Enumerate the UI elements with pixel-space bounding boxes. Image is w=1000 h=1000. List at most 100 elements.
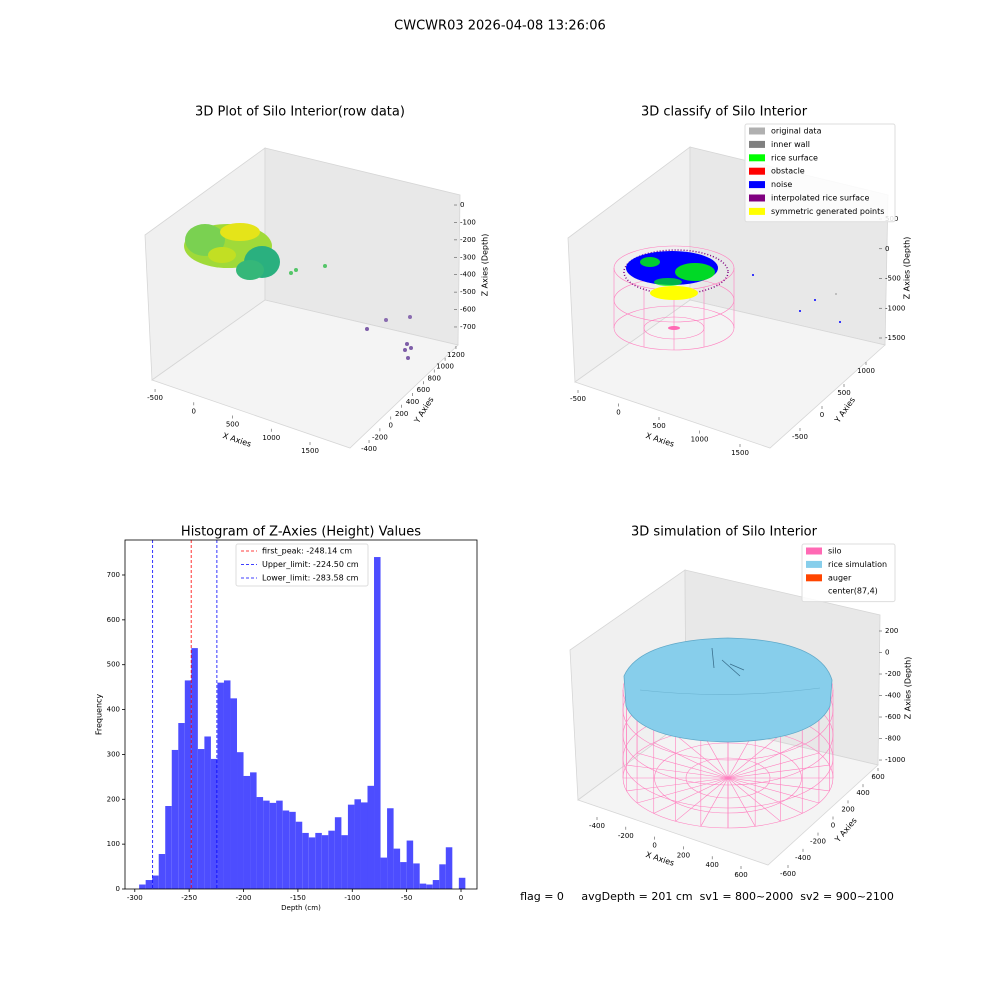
bar — [217, 682, 224, 889]
axis-label: Z Axies (Depth) — [481, 234, 490, 297]
legend-label: symmetric generated points — [771, 207, 884, 216]
bar — [237, 752, 244, 889]
z-tick-label: 0 — [885, 245, 889, 253]
silo-spoke — [653, 742, 729, 779]
z-tick-label: -700 — [460, 323, 476, 331]
bar — [432, 880, 440, 889]
chart-title: 3D Plot of Silo Interior(row data) — [195, 105, 405, 120]
z-tick-label: -400 — [885, 692, 901, 700]
y-tick-label: 600 — [417, 386, 430, 394]
bar — [328, 830, 335, 889]
silo-spoke — [675, 734, 729, 779]
legend-swatch — [806, 587, 822, 595]
y-tick-label: 400 — [406, 398, 419, 406]
x-axis-label: Depth (cm) — [281, 904, 321, 912]
legend-swatch — [806, 574, 822, 582]
x-tick-label: 1000 — [262, 434, 280, 442]
bar — [406, 840, 414, 889]
axis-label: Z Axies (Depth) — [903, 237, 912, 300]
panel-2-cloud — [623, 249, 841, 323]
legend-label: auger — [828, 573, 852, 582]
bar — [139, 884, 146, 889]
x-tick-label: 1000 — [691, 436, 709, 444]
y-tick-label: 700 — [107, 571, 120, 579]
legend-swatch — [749, 140, 765, 148]
bar — [393, 848, 401, 889]
silo-spoke — [727, 752, 820, 779]
x-tick-label: -150 — [290, 894, 306, 902]
y-tick-label: 500 — [107, 661, 120, 669]
panel-4-rice — [623, 637, 833, 743]
bar — [204, 736, 211, 889]
y-tick-label: -200 — [810, 838, 826, 846]
silo-spoke — [727, 734, 781, 779]
bar — [315, 832, 322, 889]
legend-label: inner wall — [771, 140, 810, 149]
legend-label: original data — [771, 127, 822, 136]
bar — [334, 817, 342, 889]
bar — [400, 862, 407, 889]
legend-label: Lower_limit: -283.58 cm — [262, 574, 359, 583]
legend-label: silo — [828, 547, 842, 556]
y-tick-label: 400 — [856, 789, 869, 797]
legend-swatch — [749, 181, 765, 189]
z-tick-label: -600 — [885, 713, 901, 721]
silo-spoke — [727, 777, 803, 814]
bar — [302, 832, 309, 889]
y-tick-label: 0 — [820, 411, 824, 419]
bar — [197, 749, 205, 889]
legend-swatch — [749, 154, 765, 162]
legend-box — [744, 123, 896, 223]
y-tick-label: -400 — [361, 445, 377, 453]
bar — [191, 648, 198, 889]
x-tick-label: -300 — [127, 894, 143, 902]
y-tick-label: 1000 — [436, 363, 454, 371]
z-tick-label: -300 — [460, 253, 476, 261]
bar — [263, 800, 270, 889]
y-tick-label: 500 — [837, 389, 850, 397]
bar — [367, 785, 375, 889]
x-tick-label: 500 — [226, 421, 239, 429]
silo-spoke — [727, 777, 756, 827]
y-tick-label: 600 — [107, 616, 120, 624]
silo-spoke — [626, 764, 729, 779]
z-tick-label: -1000 — [885, 304, 905, 312]
x-tick-label: -100 — [344, 894, 360, 902]
y-tick-label: 0 — [116, 885, 120, 893]
legend-box — [235, 543, 369, 587]
silo-spoke — [727, 742, 803, 779]
y-tick-label: 200 — [395, 410, 408, 418]
bar — [276, 800, 283, 889]
silo-spoke — [636, 777, 729, 804]
bar — [439, 864, 446, 889]
bar — [445, 847, 453, 889]
bar — [178, 723, 185, 889]
silo-spoke — [626, 777, 729, 792]
bar — [223, 680, 231, 889]
bar — [347, 804, 355, 889]
y-tick-label: -600 — [780, 870, 796, 878]
x-tick-label: 0 — [616, 409, 620, 417]
bar — [158, 854, 166, 889]
bar — [426, 884, 433, 889]
bar — [171, 749, 179, 889]
z-tick-label: 200 — [885, 627, 898, 635]
bar — [341, 835, 348, 889]
x-tick-label: -250 — [181, 894, 197, 902]
bar — [210, 758, 218, 889]
z-tick-label: -400 — [460, 271, 476, 279]
bar — [413, 863, 420, 889]
bar — [321, 835, 329, 889]
legend-label: Upper_limit: -224.50 cm — [262, 560, 359, 569]
legend-swatch — [749, 194, 765, 202]
bar — [458, 877, 466, 889]
bar — [380, 857, 388, 889]
x-tick-label: -500 — [570, 395, 586, 403]
z-tick-label: -200 — [885, 670, 901, 678]
bar — [354, 799, 361, 889]
chart-title: 3D simulation of Silo Interior — [631, 525, 818, 540]
z-tick-label: -1000 — [885, 756, 905, 764]
z-tick-label: 0 — [460, 201, 464, 209]
x-tick-label: 600 — [734, 871, 747, 879]
